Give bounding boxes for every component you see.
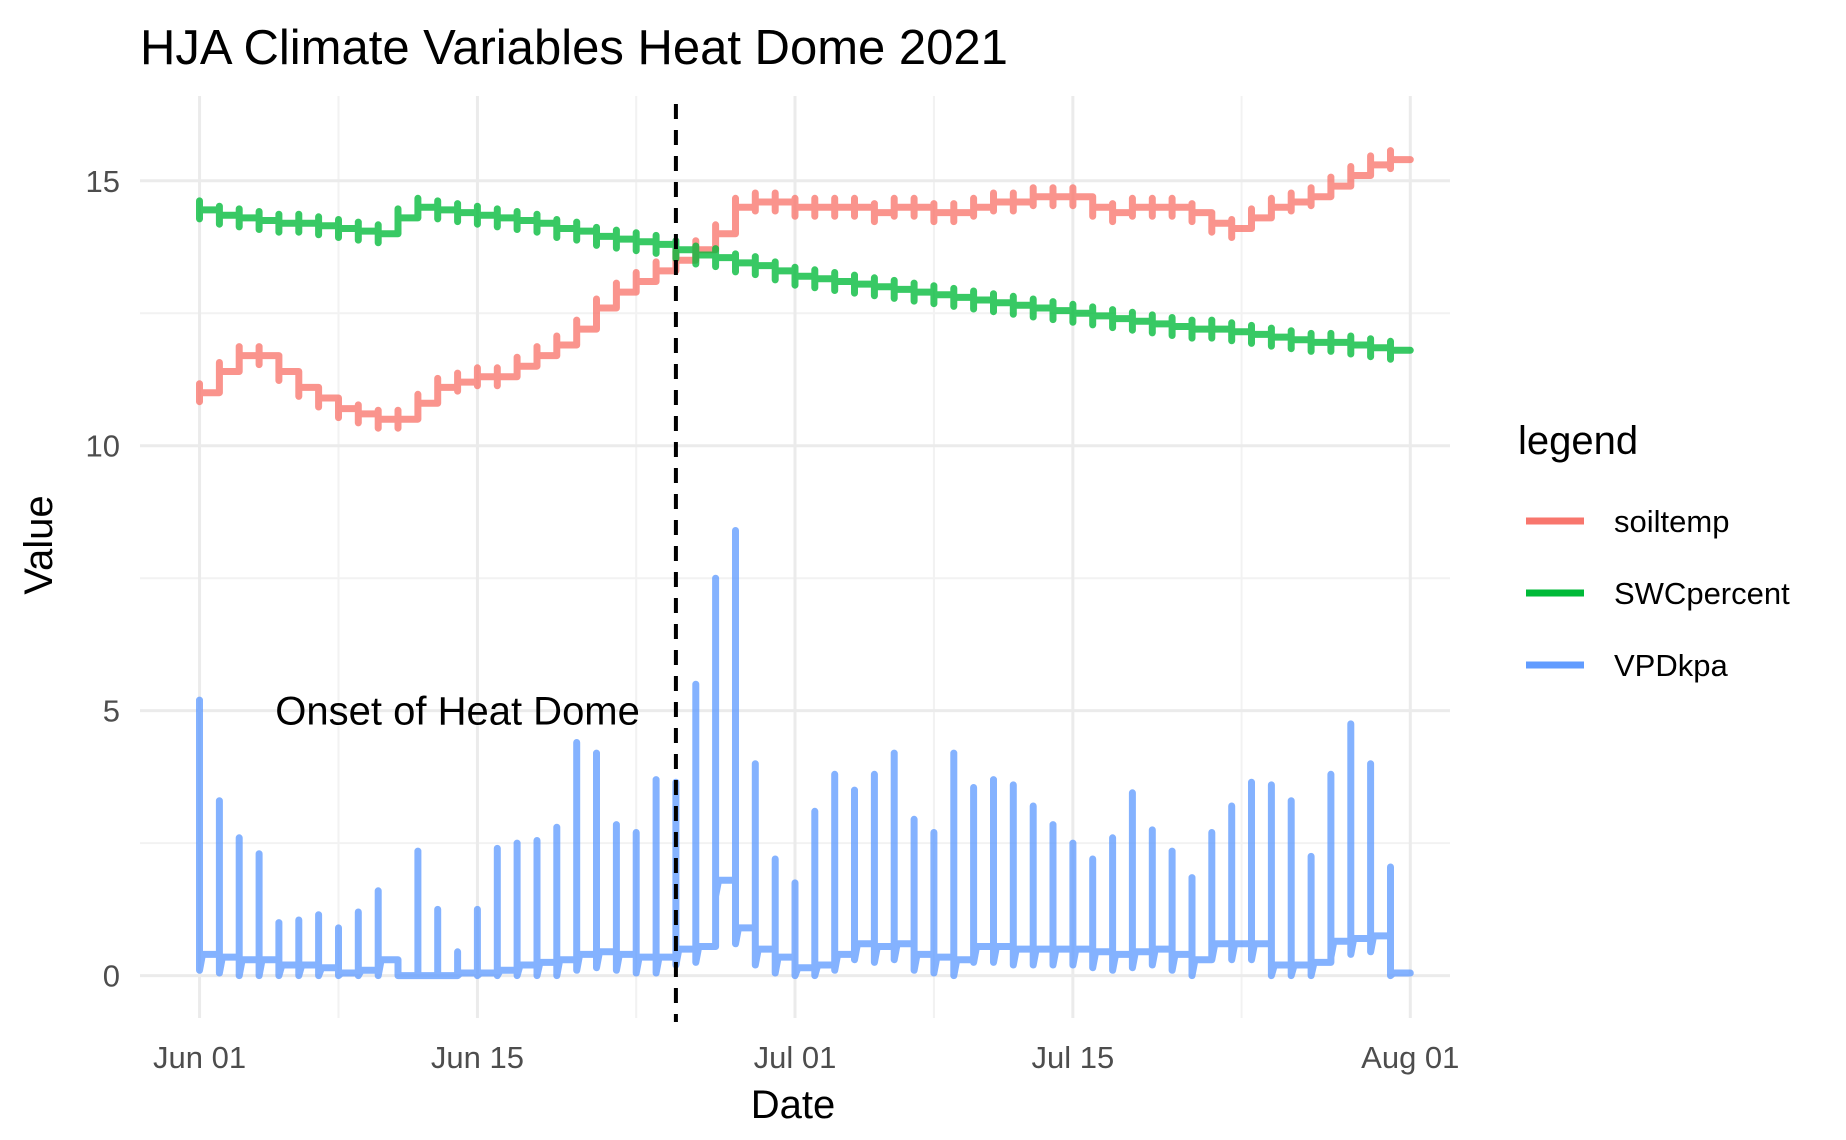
y-axis-ticks: 0 5 10 15 bbox=[86, 164, 120, 994]
legend-title: legend bbox=[1518, 419, 1638, 463]
series-layer bbox=[196, 147, 1414, 980]
series-swcpercent-line bbox=[196, 194, 1414, 363]
y-tick-label: 15 bbox=[86, 164, 120, 199]
series-soiltemp-line bbox=[196, 147, 1414, 432]
x-axis-ticks: Jun 01 Jun 15 Jul 01 Jul 15 Aug 01 bbox=[153, 1040, 1459, 1075]
y-tick-label: 5 bbox=[103, 694, 120, 729]
legend-items: soiltemp SWCpercent VPDkpa bbox=[1526, 504, 1790, 683]
legend: legend soiltemp SWCpercent VPDkpa bbox=[1518, 419, 1790, 683]
grid bbox=[140, 96, 1450, 1018]
legend-label-vpdkpa: VPDkpa bbox=[1614, 648, 1728, 683]
x-tick-label: Jun 01 bbox=[153, 1040, 246, 1075]
y-tick-label: 10 bbox=[86, 429, 120, 464]
series-vpdkpa-line bbox=[196, 527, 1414, 980]
heat-dome-annotation: Onset of Heat Dome bbox=[275, 690, 640, 734]
legend-label-soiltemp: soiltemp bbox=[1614, 504, 1729, 539]
x-tick-label: Aug 01 bbox=[1361, 1040, 1459, 1075]
x-axis-title: Date bbox=[751, 1083, 836, 1127]
annotation-layer: Onset of Heat Dome bbox=[275, 104, 678, 1022]
x-tick-label: Jun 15 bbox=[431, 1040, 524, 1075]
x-tick-label: Jul 01 bbox=[754, 1040, 837, 1075]
chart-title: HJA Climate Variables Heat Dome 2021 bbox=[140, 21, 1008, 75]
y-axis-title: Value bbox=[17, 495, 61, 594]
x-tick-label: Jul 15 bbox=[1032, 1040, 1115, 1075]
legend-label-swcpercent: SWCpercent bbox=[1614, 576, 1790, 611]
y-tick-label: 0 bbox=[103, 959, 120, 994]
